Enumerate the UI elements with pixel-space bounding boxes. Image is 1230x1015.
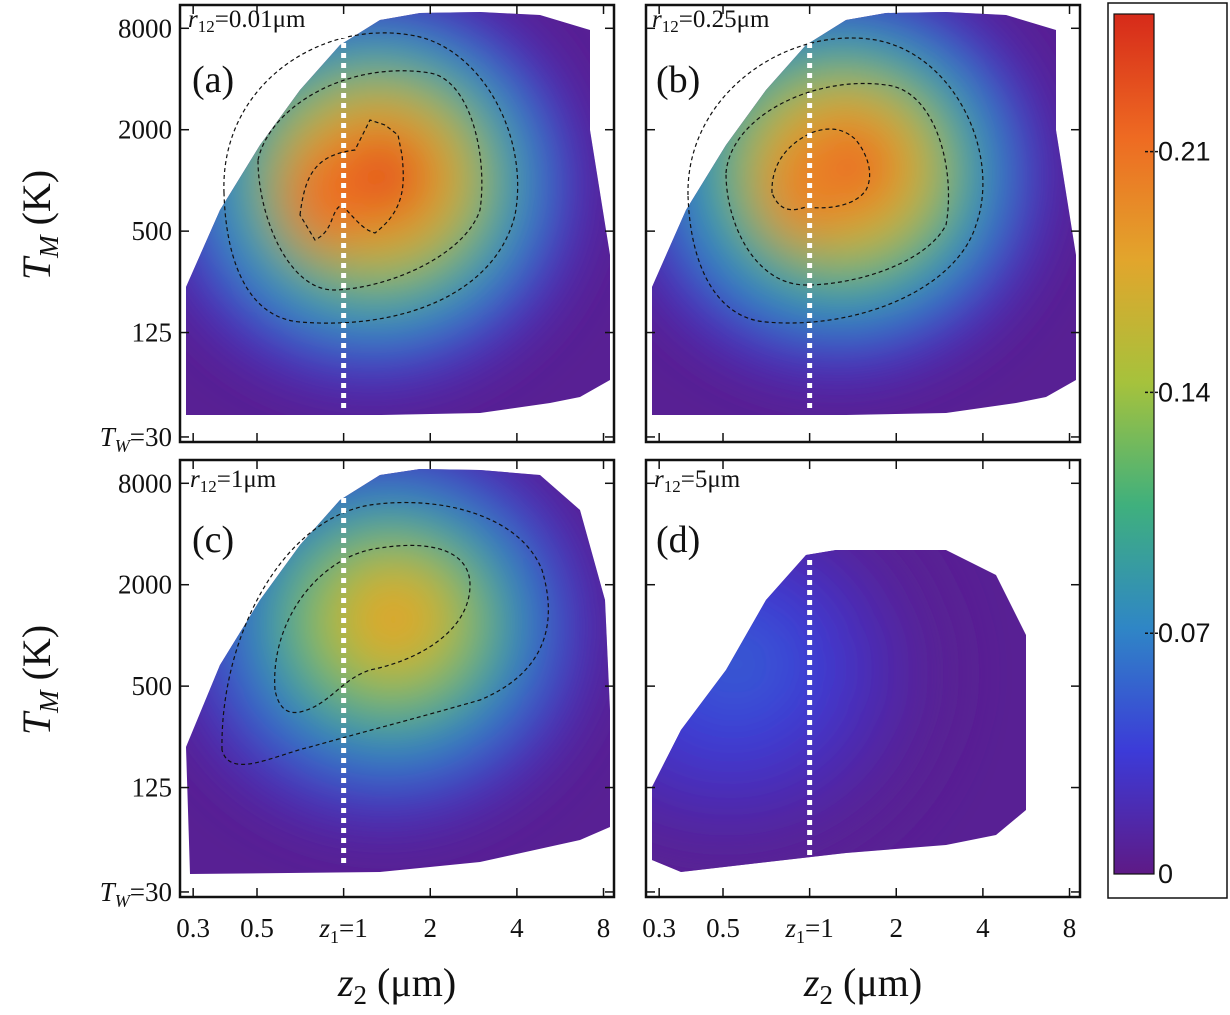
- y-tick-label: 125: [132, 773, 173, 803]
- x-tick-label: 2: [890, 913, 904, 943]
- r12-label: r12=5μm: [654, 466, 741, 496]
- x-tick-label: z1=1: [785, 913, 834, 947]
- contour-line: [687, 37, 984, 324]
- contour-line: [223, 32, 519, 324]
- panel-letter: (c): [192, 519, 234, 561]
- y-tick-label: 500: [132, 671, 173, 701]
- r12-label: r12=0.25μm: [652, 6, 770, 36]
- contour-line: [221, 502, 549, 765]
- panel-a: (a) r12=0.01μm: [178, 3, 616, 444]
- heatmap-secondary-peak: [283, 141, 364, 252]
- colorbar-tick-label: 0.07: [1158, 618, 1211, 648]
- y-axis-ticks-top: TW=30 125 500 2000 8000: [100, 13, 172, 456]
- r12-label: r12=1μm: [190, 466, 277, 496]
- x-axis-label-right: z2 (μm): [803, 960, 922, 1010]
- contour-line: [299, 119, 404, 241]
- colorbar: 0 0.07 0.14 0.21: [1107, 2, 1228, 899]
- contour-line: [274, 544, 471, 714]
- colorbar-tick-label: 0: [1158, 859, 1173, 889]
- heatmap-field: [652, 550, 1026, 872]
- heatmap-secondary-peak: [763, 133, 844, 244]
- panel-letter: (b): [656, 59, 700, 101]
- contour-line: [771, 128, 871, 211]
- x-tick-label: 8: [597, 913, 611, 943]
- y-tick-label: 125: [132, 318, 173, 348]
- x-axis-ticks-right: 0.3 0.5 z1=1 2 4 8: [642, 913, 1076, 947]
- r12-label: r12=0.01μm: [188, 6, 306, 36]
- colorbar-tick-label: 0.14: [1158, 377, 1211, 407]
- x-tick-label: 4: [976, 913, 990, 943]
- x-axis-label-left: z2 (μm): [337, 960, 456, 1010]
- x-tick-label: 0.5: [706, 913, 740, 943]
- x-axis-ticks-left: 0.3 0.5 z1=1 2 4 8: [176, 913, 610, 947]
- contour-line: [257, 70, 483, 291]
- y-tick-label: 8000: [118, 13, 172, 43]
- panel-d: (d) r12=5μm: [644, 458, 1082, 899]
- colorbar-tick-label: 0.21: [1158, 137, 1211, 167]
- contour-line: [725, 82, 950, 286]
- colorbar-gradient: [1113, 13, 1155, 875]
- x-tick-label: 8: [1063, 913, 1077, 943]
- y-tick-label: TW=30: [100, 877, 172, 911]
- y-tick-label: 8000: [118, 468, 172, 498]
- panel-b: (b) r12=0.25μm: [644, 3, 1082, 444]
- x-tick-label: z1=1: [319, 913, 368, 947]
- y-tick-label: 500: [132, 216, 173, 246]
- panel-letter: (a): [192, 59, 234, 101]
- heatmap-level: [354, 580, 435, 657]
- x-tick-label: 0.3: [176, 913, 210, 943]
- y-tick-label: 2000: [118, 570, 172, 600]
- x-tick-label: 4: [510, 913, 524, 943]
- x-tick-label: 2: [424, 913, 438, 943]
- heatmap: [646, 460, 1080, 897]
- y-tick-label: TW=30: [100, 422, 172, 456]
- x-tick-label: 0.3: [642, 913, 676, 943]
- y-tick-label: 2000: [118, 115, 172, 145]
- y-axis-label-bottom: TM (K): [14, 625, 64, 735]
- panel-letter: (d): [656, 519, 700, 561]
- y-axis-ticks-bottom: TW=30 125 500 2000 8000: [100, 468, 172, 911]
- panel-c: (c) r12=1μm: [178, 458, 616, 899]
- x-tick-label: 0.5: [240, 913, 274, 943]
- colorbar-ticks: 0 0.07 0.14 0.21: [1145, 137, 1211, 889]
- y-axis-label-top: TM (K): [14, 170, 64, 280]
